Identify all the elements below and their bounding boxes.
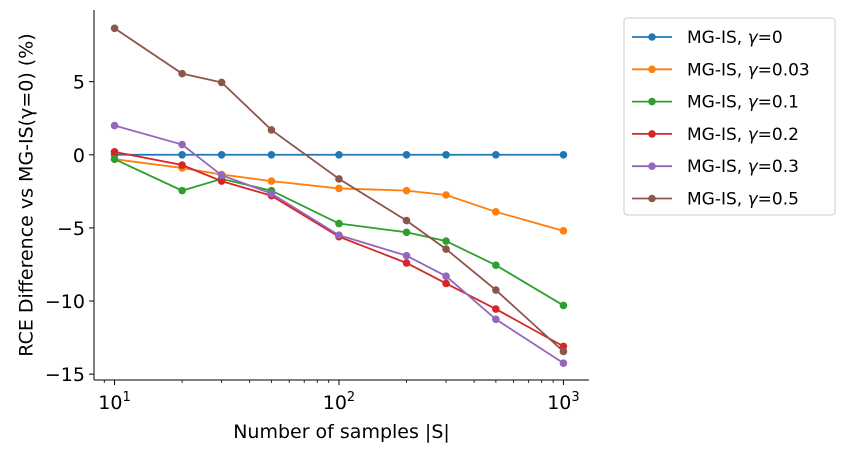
data-point xyxy=(442,279,450,288)
data-point xyxy=(110,24,119,33)
data-point xyxy=(559,301,568,310)
legend-entry: MG-IS, γ=0.5 xyxy=(632,190,799,210)
y-tick-label: −15 xyxy=(45,364,85,386)
data-point xyxy=(559,150,568,159)
data-point xyxy=(402,251,411,260)
legend-label: MG-IS, γ=0.1 xyxy=(687,93,799,113)
data-point xyxy=(442,237,450,245)
legend-entry: MG-IS, γ=0.1 xyxy=(632,93,799,113)
legend-label: MG-IS, γ=0.5 xyxy=(687,190,799,210)
legend-marker xyxy=(648,194,656,203)
data-point xyxy=(559,347,568,356)
data-point xyxy=(402,216,411,225)
series-5 xyxy=(110,24,568,356)
data-point xyxy=(402,228,411,237)
legend-marker xyxy=(648,130,656,138)
data-point xyxy=(335,184,343,193)
legend-marker xyxy=(648,65,656,74)
data-point xyxy=(402,186,411,195)
y-tick-label: 0 xyxy=(73,145,85,167)
legend-label: MG-IS, γ=0 xyxy=(687,28,783,48)
legend-label: MG-IS, γ=0.03 xyxy=(687,60,810,80)
data-point xyxy=(267,189,276,198)
data-point xyxy=(267,150,276,159)
x-tick-label: 103 xyxy=(547,390,579,414)
data-point xyxy=(178,140,186,149)
data-point xyxy=(178,69,186,78)
legend-entry: MG-IS, γ=0 xyxy=(632,28,783,48)
data-point xyxy=(492,315,500,324)
data-point xyxy=(442,272,450,280)
legend-entry: MG-IS, γ=0.3 xyxy=(632,157,799,177)
data-point xyxy=(335,175,343,183)
legend: MG-IS, γ=0 MG-IS, γ=0.03 MG-IS, γ=0.1 MG-IS… xyxy=(623,17,836,216)
legend-marker xyxy=(648,162,656,170)
series-layer xyxy=(110,24,568,367)
y-axis-label: RCE Difference vs MG-IS(γ=0) (%) xyxy=(16,33,38,356)
legend-label: MG-IS, γ=0.3 xyxy=(687,157,799,177)
data-point xyxy=(110,121,119,130)
data-point xyxy=(217,171,226,180)
data-point xyxy=(267,126,276,134)
axes xyxy=(93,10,589,381)
data-point xyxy=(442,191,450,199)
data-point xyxy=(178,161,186,169)
data-point xyxy=(492,208,500,216)
data-point xyxy=(335,219,343,228)
legend-entry: MG-IS, γ=0.03 xyxy=(632,60,810,80)
data-point xyxy=(178,186,186,195)
data-point xyxy=(178,150,186,159)
data-point xyxy=(267,177,276,185)
y-tick-label: −10 xyxy=(45,291,85,313)
data-point xyxy=(110,148,119,156)
data-point xyxy=(559,359,568,367)
data-point xyxy=(335,231,343,240)
data-point xyxy=(492,261,500,269)
legend-frame xyxy=(623,17,836,216)
y-tick-label: −5 xyxy=(57,218,85,240)
data-point xyxy=(217,150,226,159)
data-point xyxy=(442,245,450,253)
legend-marker xyxy=(648,97,656,106)
data-point xyxy=(442,150,450,159)
legend-entry: MG-IS, γ=0.2 xyxy=(632,125,799,145)
series-line xyxy=(114,124,564,364)
x-tick-label: 102 xyxy=(323,390,355,414)
data-point xyxy=(492,286,500,294)
legend-label: MG-IS, γ=0.2 xyxy=(687,125,799,145)
data-point xyxy=(559,227,568,235)
data-point xyxy=(402,150,411,159)
tick-labels: 5 0 −5 −10 −15 101 102 103 xyxy=(45,72,580,414)
data-point xyxy=(492,150,500,159)
y-tick-label: 5 xyxy=(73,72,85,94)
data-point xyxy=(110,155,119,163)
series-0 xyxy=(110,150,568,159)
data-point xyxy=(217,78,226,87)
legend-marker xyxy=(648,33,656,41)
x-axis-label: Number of samples |S| xyxy=(233,421,450,443)
x-tick-label: 101 xyxy=(98,390,130,414)
series-4 xyxy=(110,121,568,367)
data-point xyxy=(402,259,411,267)
data-point xyxy=(335,150,343,159)
data-point xyxy=(217,177,226,185)
data-point xyxy=(492,305,500,313)
